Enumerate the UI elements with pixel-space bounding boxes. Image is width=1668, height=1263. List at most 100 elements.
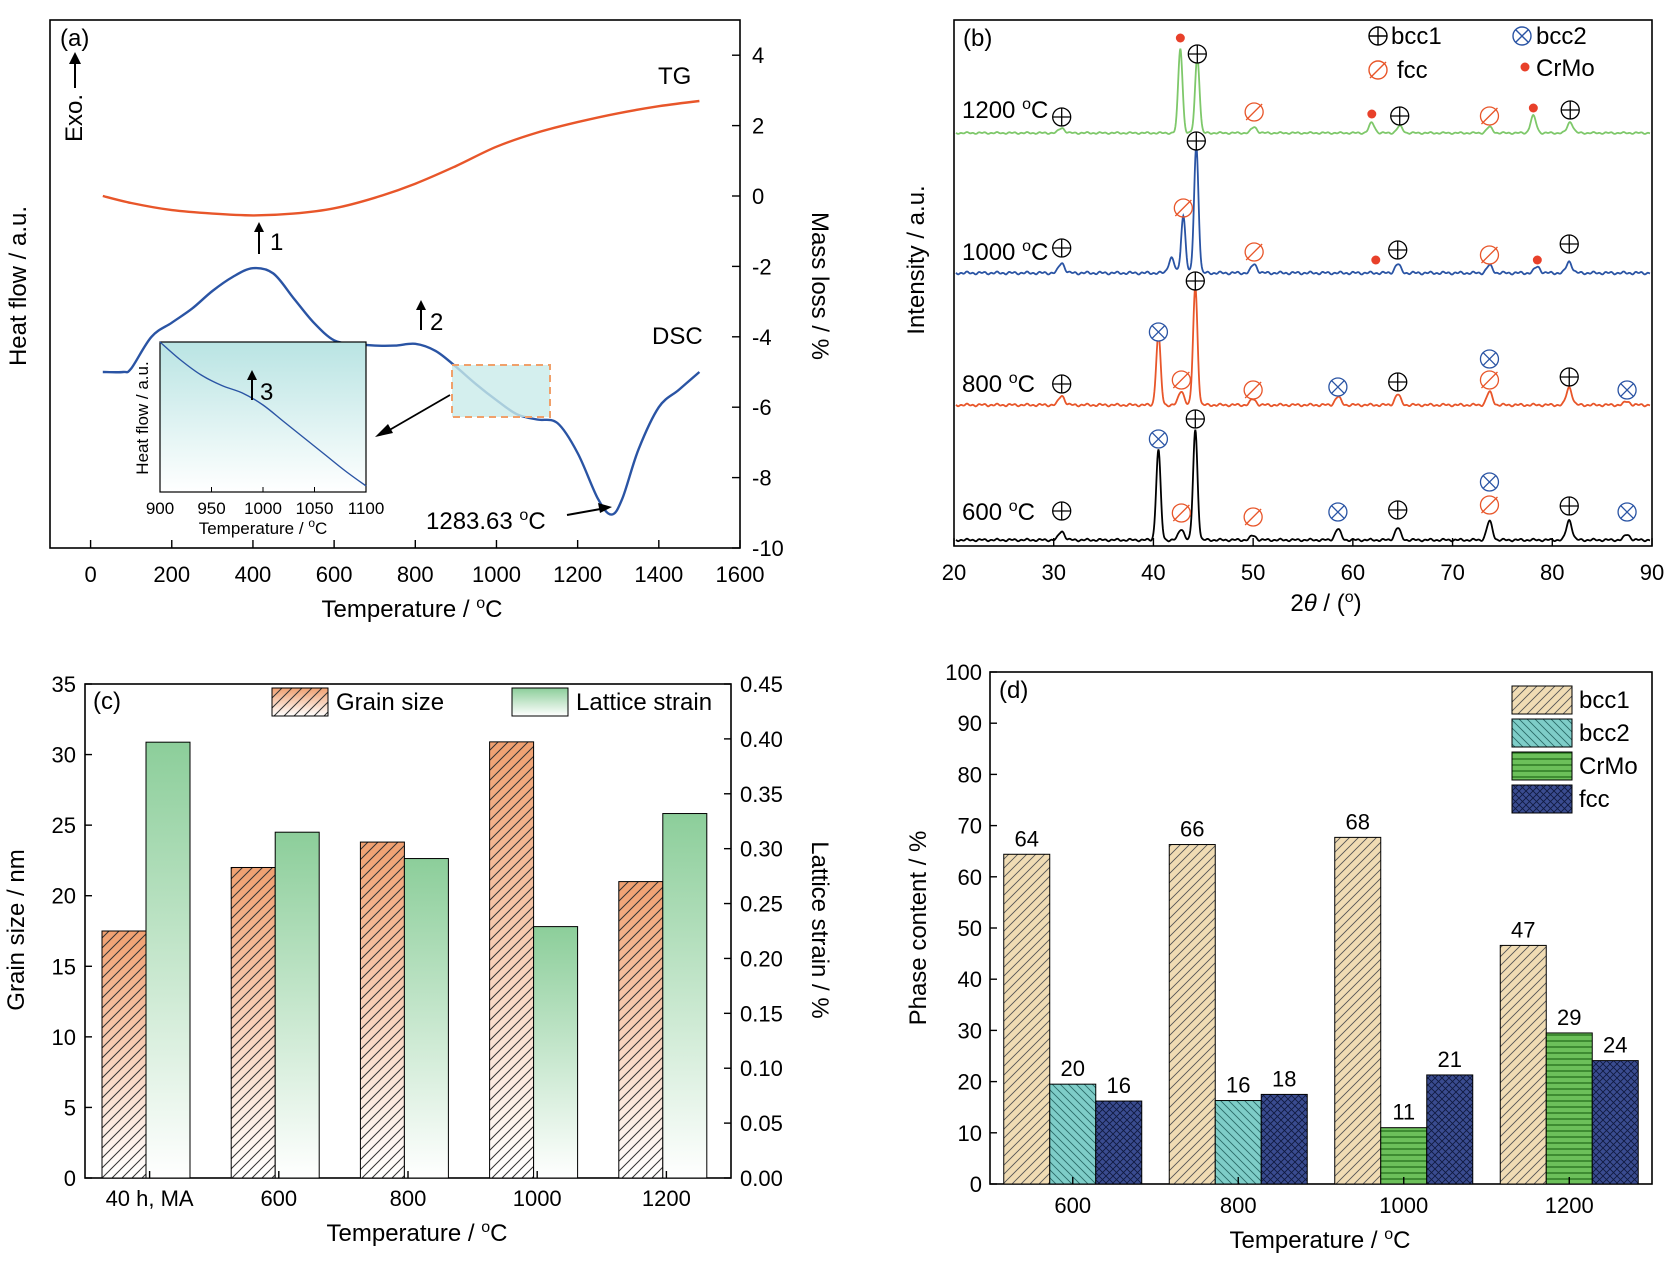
panel-a-y-axis-title-right: Mass loss / % (806, 212, 833, 360)
x-tick-label: 1600 (716, 562, 765, 587)
panel-c: (c) 40 h, MA 600 800 1000 1200 0 5 10 15 20 25 30 3… (3, 672, 833, 1247)
bcc2-marker (1479, 472, 1500, 492)
legend-bcc2-swatch-hatch (1511, 718, 1573, 748)
legend-crmo-marker (1520, 62, 1530, 72)
panel-c-label: (c) (93, 688, 121, 715)
y-tick-label: -4 (752, 325, 772, 350)
xrd-trace (955, 145, 1651, 276)
bcc1-marker (1559, 496, 1579, 516)
y-tick-label: -8 (752, 466, 772, 491)
bar-value-label: 66 (1180, 817, 1204, 842)
xrd-trace-label-value: 1200 (962, 97, 1022, 124)
inset-frame (159, 341, 367, 493)
bcc2-bar-hatch (1049, 1083, 1097, 1185)
xrd-trace-label-unit: C (1018, 371, 1035, 398)
bcc1-marker (1388, 240, 1408, 260)
bcc2-marker (1328, 502, 1348, 522)
crmo-bar-hatch (1380, 1127, 1428, 1185)
x-tick-label: 1200 (642, 1186, 691, 1211)
degree-sign: o (476, 595, 485, 612)
bcc1-marker (1559, 234, 1579, 254)
xrd-trace-label-unit: C (1031, 239, 1048, 266)
bar-value-label: 21 (1438, 1047, 1462, 1072)
xrd-trace-label-value: 600 (962, 499, 1009, 526)
bar-value-label: 29 (1557, 1005, 1581, 1030)
panel-a-x-axis-title: Temperature / oC (322, 595, 503, 623)
x-tick-label: 30 (1041, 560, 1065, 585)
bcc2-marker (1479, 349, 1500, 369)
callout-box (451, 364, 551, 418)
grain-size-bar-hatch (359, 841, 405, 1179)
y-tick-label: 0.45 (740, 672, 783, 697)
x-tick-label: 80 (1540, 560, 1564, 585)
xrd-phase-markers (1052, 33, 1637, 527)
callout-arrow-head (375, 424, 393, 437)
panel-d-x-axis-title-text: Temperature / (1230, 1227, 1385, 1254)
bcc2-marker (1617, 502, 1637, 522)
y-tick-label: 10 (52, 1025, 76, 1050)
legend-fcc-label: fcc (1397, 57, 1428, 84)
x-tick-label: 60 (1341, 560, 1365, 585)
x-tick-label: 600 (260, 1186, 297, 1211)
inset-x-axis-title-text: Temperature / (199, 519, 309, 538)
legend-crmo-swatch-hatch (1511, 751, 1573, 781)
panel-d-bars: 64 20 16 66 16 18 68 11 21 47 29 24 (1003, 809, 1639, 1185)
legend-bcc1-marker (1368, 26, 1388, 46)
y-tick-label: 30 (958, 1018, 982, 1043)
degree-sign: o (1009, 498, 1018, 515)
bcc1-marker (1052, 107, 1072, 127)
tg-label: TG (658, 63, 691, 90)
panel-d-x-axis-title: Temperature / oC (1230, 1226, 1411, 1254)
x-tick-label: 70 (1440, 560, 1464, 585)
y-tick-label: 70 (958, 814, 982, 839)
crmo-bar-hatch (1545, 1032, 1593, 1185)
legend-bcc2-label: bcc2 (1579, 720, 1630, 747)
y-tick-label: 90 (958, 711, 982, 736)
xrd-trace-label-value: 800 (962, 371, 1009, 398)
x-tick-label: 90 (1640, 560, 1664, 585)
y-tick-label: 0.10 (740, 1056, 783, 1081)
bcc1-bar-hatch (1003, 853, 1051, 1185)
bcc1-bar-hatch (1168, 844, 1216, 1185)
x-tick-label: 1200 (553, 562, 602, 587)
xrd-trace-label-unit: C (1031, 97, 1048, 124)
y-tick-label: 50 (958, 916, 982, 941)
bar-value-label: 64 (1015, 826, 1039, 851)
bcc1-marker (1052, 501, 1072, 521)
panel-a-x-axis-title-text: Temperature / (322, 596, 477, 623)
peak-1-label: 1 (270, 229, 283, 256)
bcc2-bar-hatch (1214, 1100, 1262, 1185)
panel-c-x-axis-unit: C (490, 1220, 507, 1247)
fcc-bar-hatch (1591, 1060, 1639, 1185)
panel-d-legend: bcc1 bcc2 CrMo fcc (1511, 685, 1638, 814)
crmo-marker (1371, 255, 1381, 265)
fcc-marker (1244, 102, 1264, 122)
panel-d-y-axis-title: Phase content / % (905, 831, 932, 1026)
panel-a-frame (49, 19, 741, 549)
panel-a-label: (a) (60, 25, 89, 52)
theta-symbol: θ (1304, 590, 1317, 617)
peak-temperature-label: 1283.63 oC (426, 507, 546, 535)
xrd-trace-label: 800 oC (962, 370, 1035, 398)
panel-b-x-axis-title-rest: / ( (1317, 590, 1345, 617)
y-tick-label: 15 (52, 954, 76, 979)
y-tick-label: 30 (52, 743, 76, 768)
exo-arrow-head (69, 52, 81, 64)
panel-a-x-ticks: 0 200 400 600 800 1000 1200 1400 1600 (84, 540, 764, 587)
legend-bcc2-label: bcc2 (1536, 23, 1587, 50)
x-tick-label: 40 h, MA (106, 1186, 194, 1211)
bcc1-marker (1388, 500, 1408, 520)
y-tick-label: 80 (958, 762, 982, 787)
fcc-marker (1479, 495, 1500, 515)
panel-d-y-ticks: 0 10 20 30 40 50 60 70 80 90 100 (945, 660, 997, 1197)
panel-a-y-ticks: 4 2 0 -2 -4 -6 -8 -10 (732, 43, 784, 561)
bcc2-marker (1328, 377, 1348, 397)
panel-b-label: (b) (963, 25, 992, 52)
xrd-trace (955, 286, 1651, 408)
panel-c-y-ticks-left: 0 5 10 15 20 25 30 35 (52, 672, 92, 1191)
panel-c-y-axis-title-left: Grain size / nm (3, 849, 30, 1010)
panel-b-x-axis-title: 2θ / (o) (1290, 589, 1361, 617)
